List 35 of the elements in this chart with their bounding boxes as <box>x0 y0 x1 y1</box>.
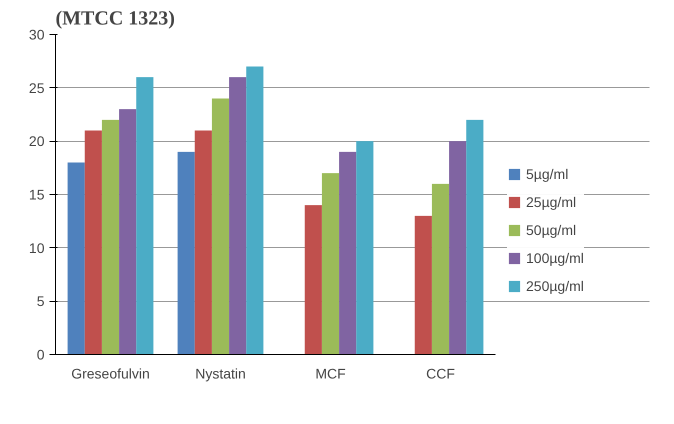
legend-label: 5µg/ml <box>526 166 568 182</box>
bar <box>136 77 154 354</box>
bar <box>229 77 246 354</box>
legend-label: 100µg/ml <box>526 250 584 266</box>
bar <box>212 98 230 354</box>
bar <box>432 184 450 354</box>
y-tick-label: 25 <box>28 80 45 96</box>
x-tick-label: MCF <box>315 366 346 382</box>
y-tick-label: 20 <box>28 133 45 150</box>
x-tick-label: Greseofulvin <box>71 366 150 382</box>
bar <box>102 120 120 354</box>
x-tick-label: Nystatin <box>195 366 246 382</box>
bar <box>119 109 136 354</box>
bar <box>194 130 212 354</box>
bar <box>68 162 85 354</box>
bar <box>356 141 374 354</box>
y-tick-label: 15 <box>28 186 45 202</box>
y-tick-label: 0 <box>36 346 45 362</box>
chart-title: (MTCC 1323) <box>56 8 175 30</box>
bar <box>304 205 322 354</box>
y-tick-label: 5 <box>36 293 45 310</box>
bar <box>466 120 484 354</box>
bar <box>246 66 264 354</box>
legend-label: 50µg/ml <box>526 222 576 238</box>
bar <box>178 152 195 354</box>
legend-label: 25µg/ml <box>526 194 576 210</box>
y-tick-label: 30 <box>28 26 45 42</box>
legend-label: 250µg/ml <box>526 278 584 294</box>
x-tick-label: CCF <box>426 366 455 382</box>
bar <box>339 152 356 354</box>
bar <box>449 141 466 354</box>
bar <box>84 130 102 354</box>
bar <box>414 216 432 354</box>
y-tick-label: 10 <box>28 240 45 256</box>
bar <box>322 173 340 354</box>
